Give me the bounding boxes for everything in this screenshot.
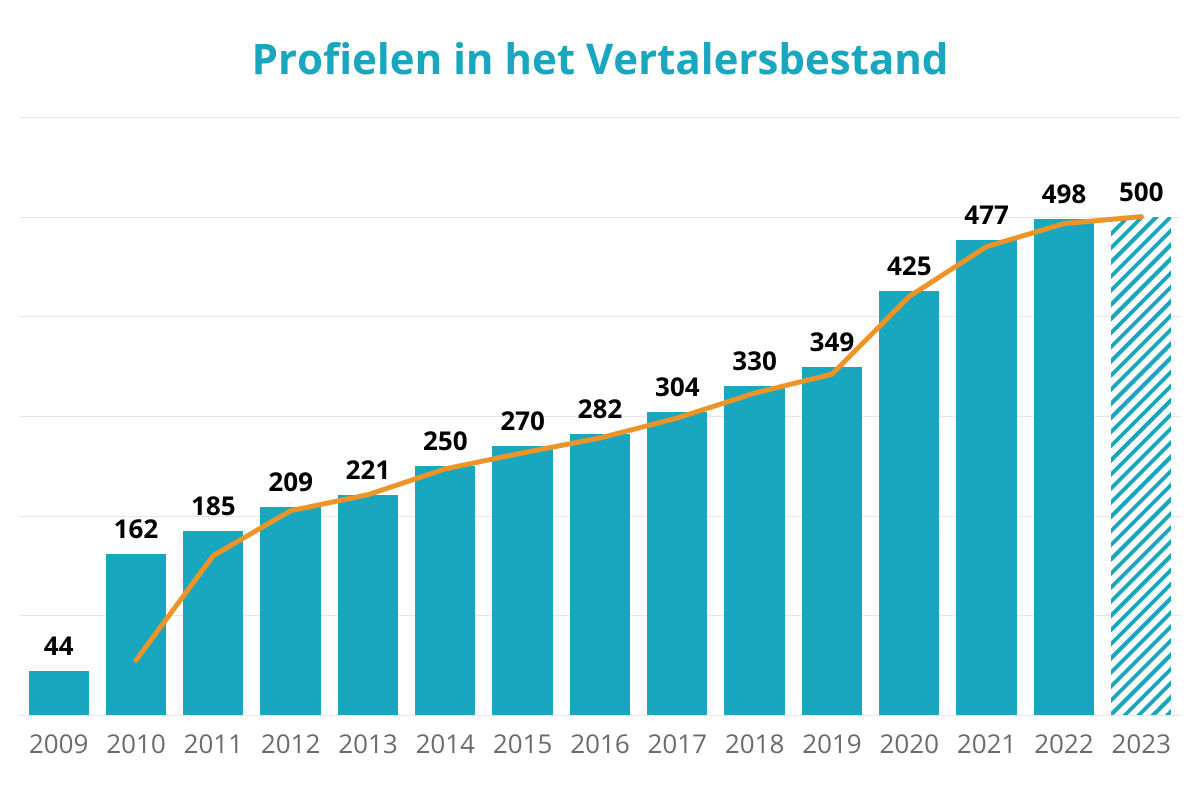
- bar-value-label: 270: [500, 402, 545, 438]
- bar-slot: 304: [639, 117, 716, 715]
- bar-slot: 282: [561, 117, 638, 715]
- bar: [724, 386, 784, 715]
- x-axis-label: 2018: [716, 725, 793, 761]
- bar-value-label: 250: [423, 422, 468, 458]
- bar-value-label: 304: [655, 368, 700, 404]
- bar-value-label: 162: [114, 510, 159, 546]
- bar-slot: 250: [407, 117, 484, 715]
- bar-slot: 477: [948, 117, 1025, 715]
- bar-value-label: 282: [578, 390, 623, 426]
- bar-value-label: 477: [964, 196, 1009, 232]
- x-axis-label: 2019: [793, 725, 870, 761]
- bar: [647, 412, 707, 715]
- bar-slot: 349: [793, 117, 870, 715]
- x-axis-label: 2009: [20, 725, 97, 761]
- x-axis-label: 2023: [1103, 725, 1180, 761]
- bar-value-label: 44: [44, 627, 74, 663]
- bar-slot: 330: [716, 117, 793, 715]
- bar: [338, 495, 398, 715]
- bar-value-label: 221: [346, 451, 391, 487]
- bar: [183, 531, 243, 715]
- bar-slot: 498: [1025, 117, 1102, 715]
- bar: [29, 671, 89, 715]
- bar: [956, 240, 1016, 715]
- x-axis-label: 2021: [948, 725, 1025, 761]
- chart-title: Profielen in het Vertalersbestand: [10, 30, 1190, 87]
- bar: [106, 554, 166, 715]
- bar: [260, 507, 320, 715]
- x-axis-label: 2010: [97, 725, 174, 761]
- x-axis-label: 2017: [639, 725, 716, 761]
- bar: [492, 446, 552, 715]
- bar-value-label: 425: [887, 247, 932, 283]
- x-axis-label: 2012: [252, 725, 329, 761]
- x-axis-label: 2014: [407, 725, 484, 761]
- bar: [415, 466, 475, 715]
- bar: [879, 291, 939, 715]
- bar-slot: 500: [1103, 117, 1180, 715]
- bar-slot: 44: [20, 117, 97, 715]
- bar-value-label: 349: [810, 323, 855, 359]
- bar-slot: 270: [484, 117, 561, 715]
- gridline: [20, 715, 1180, 716]
- bar-slot: 185: [175, 117, 252, 715]
- bar-value-label: 500: [1119, 173, 1164, 209]
- bar-value-label: 498: [1042, 175, 1087, 211]
- x-axis-label: 2016: [561, 725, 638, 761]
- bar: [1034, 219, 1094, 715]
- chart-container: Profielen in het Vertalersbestand 44 162 1…: [0, 0, 1200, 791]
- bar: [570, 434, 630, 715]
- x-axis-label: 2022: [1025, 725, 1102, 761]
- x-axis-label: 2020: [871, 725, 948, 761]
- bar-value-label: 185: [191, 487, 236, 523]
- bar-slot: 162: [97, 117, 174, 715]
- bar-value-label: 209: [268, 463, 313, 499]
- x-axis-label: 2013: [329, 725, 406, 761]
- x-axis-label: 2015: [484, 725, 561, 761]
- bar-slot: 425: [871, 117, 948, 715]
- bars-group: 44 162 185 209 221 250 270 282 304 330 349 425 477 49…: [20, 117, 1180, 715]
- bar-slot: 209: [252, 117, 329, 715]
- x-axis: 2009201020112012201320142015201620172018…: [20, 725, 1180, 761]
- bar-value-label: 330: [732, 342, 777, 378]
- bar-slot: 221: [329, 117, 406, 715]
- x-axis-label: 2011: [175, 725, 252, 761]
- bar: [802, 367, 862, 715]
- plot-area: 44 162 185 209 221 250 270 282 304 330 349 425 477 49…: [20, 117, 1180, 715]
- bar: [1111, 217, 1171, 715]
